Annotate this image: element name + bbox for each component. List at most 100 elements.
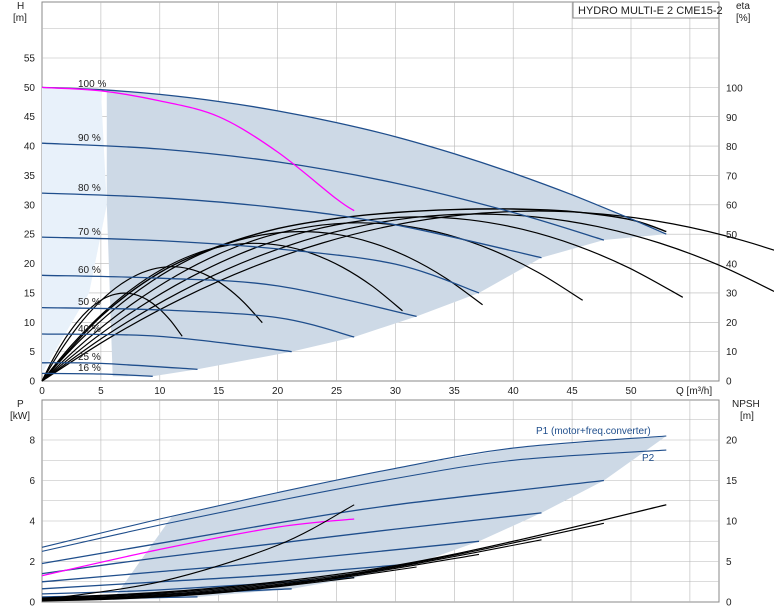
duty-head-curve (41, 86, 355, 212)
npsh-curve-100 (41, 504, 667, 599)
head-curves (41, 86, 774, 382)
head-tick-label: 0 (29, 377, 35, 388)
power-axis-title: P (17, 399, 24, 410)
npsh-axis-unit: [m] (740, 411, 754, 422)
eta-tick-label: 60 (726, 201, 738, 212)
efficiency-curve-40 (41, 242, 403, 382)
head-curve-70 (41, 236, 480, 294)
npsh-curve (41, 539, 542, 600)
eta-tick-label: 70 (726, 171, 738, 182)
eta-axis-unit: [%] (736, 13, 751, 24)
head-tick-label: 5 (29, 347, 35, 358)
power-tick-label: 6 (29, 476, 35, 487)
eta-tick-label: 40 (726, 259, 738, 270)
flow-tick-label: 45 (567, 386, 579, 397)
flow-tick-label: 10 (154, 386, 166, 397)
title-box (572, 1, 720, 19)
p1-curve (41, 435, 667, 548)
power-panel-ticks: 0 2 4 6 8 0 5 10 15 20 (29, 436, 737, 609)
efficiency-curve-100 (41, 208, 667, 382)
power-curve (41, 479, 604, 565)
flow-axis-label: Q [m³/h] (676, 386, 712, 397)
speed-labels: 100 % 90 % 80 % 70 % 60 % 50 % 40 % 25 %16 % (78, 79, 106, 374)
eta-tick-label: 10 (726, 347, 738, 358)
speed-label-90: 90 % (78, 133, 101, 144)
head-curve-100 (41, 86, 667, 235)
npsh-axis-title: NPSH (732, 399, 760, 410)
speed-label-50: 50 % (78, 297, 101, 308)
p1-label: P1 (motor+freq.converter) (536, 426, 651, 437)
npsh-curve (41, 566, 417, 602)
head-curve-90 (41, 142, 605, 241)
power-curve (41, 562, 417, 590)
power-curve (41, 512, 542, 575)
npsh-tick-label: 20 (726, 436, 738, 447)
flow-tick-label: 20 (272, 386, 284, 397)
head-tick-label: 45 (24, 112, 36, 123)
power-tick-label: 4 (29, 517, 35, 528)
head-tick-label: 30 (24, 200, 36, 211)
p2-label: P2 (642, 453, 655, 464)
head-curve-16 (41, 372, 153, 377)
head-axis-title: H (17, 1, 24, 12)
flow-tick-label: 40 (508, 386, 520, 397)
head-tick-label: 50 (24, 83, 36, 94)
flow-tick-label: 30 (390, 386, 402, 397)
eta-tick-label: 20 (726, 318, 738, 329)
p2-curve (41, 449, 667, 552)
eta-tick-label: 30 (726, 289, 738, 300)
head-curve-80 (41, 192, 542, 259)
flow-tick-label: 5 (98, 386, 104, 397)
eta-tick-label: 50 (726, 230, 738, 241)
speed-label-70: 70 % (78, 227, 101, 238)
npsh-tick-label: 5 (726, 557, 732, 568)
npsh-curve (41, 522, 605, 600)
head-tick-label: 15 (24, 288, 36, 299)
speed-label-60: 60 % (78, 265, 101, 276)
efficiency-curve-25 (41, 266, 263, 382)
npsh-tick-label: 10 (726, 517, 738, 528)
low-flow-region (42, 87, 107, 374)
efficiency-curve-16 (41, 292, 183, 382)
head-tick-label: 55 (24, 54, 36, 65)
power-operating-region (112, 435, 667, 600)
eta-tick-label: 100 (726, 84, 743, 95)
npsh-curve (41, 577, 355, 602)
eta-tick-label: 80 (726, 142, 738, 153)
eta-tick-label: 90 (726, 113, 738, 124)
flow-tick-label: 50 (625, 386, 637, 397)
power-tick-label: 2 (29, 557, 35, 568)
efficiency-curve-70 (41, 216, 684, 382)
head-panel-ticks: 0510152025303540455055010203040506070809… (24, 54, 743, 398)
flow-tick-label: 15 (213, 386, 225, 397)
npsh-curve (41, 553, 480, 601)
power-tick-label: 8 (29, 436, 35, 447)
head-tick-label: 10 (24, 318, 36, 329)
power-tick-label: 0 (29, 598, 35, 609)
speed-label-80: 80 % (78, 183, 101, 194)
duty-power-curve (41, 518, 355, 577)
speed-label-25: 25 % (78, 352, 101, 363)
chart-title: HYDRO MULTI-E 2 CME15-2 (578, 5, 723, 17)
power-operating-area (112, 435, 667, 600)
speed-label-16: 16 % (78, 363, 101, 374)
head-axis-unit: [m] (13, 13, 27, 24)
efficiency-curve-90 (41, 210, 774, 382)
head-tick-label: 40 (24, 142, 36, 153)
flow-tick-label: 25 (331, 386, 343, 397)
flow-tick-label: 35 (449, 386, 461, 397)
npsh-tick-label: 0 (726, 598, 732, 609)
head-curve-60 (41, 274, 417, 318)
head-curve-25 (41, 362, 198, 370)
head-curve-50 (41, 306, 355, 338)
head-tick-label: 20 (24, 259, 36, 270)
power-curves (41, 435, 667, 602)
head-curve-40 (41, 333, 292, 353)
flow-tick-label: 0 (39, 386, 45, 397)
npsh-duty-curve (41, 504, 355, 601)
head-tick-label: 25 (24, 230, 36, 241)
efficiency-curve-80 (41, 213, 774, 382)
speed-label-100: 100 % (78, 79, 106, 90)
head-tick-label: 35 (24, 171, 36, 182)
